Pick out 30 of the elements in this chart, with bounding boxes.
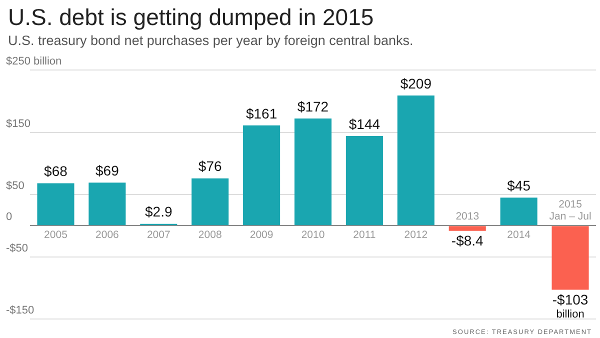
data-label: $161 bbox=[246, 105, 278, 122]
x-tick-label: 2013 bbox=[456, 210, 480, 222]
y-tick-label: 0 bbox=[6, 211, 12, 224]
y-tick-label: $150 bbox=[6, 118, 30, 130]
y-tick-label: $50 bbox=[6, 180, 24, 192]
data-label: $68 bbox=[44, 163, 68, 180]
data-label: $2.9 bbox=[145, 204, 172, 220]
x-tick-label: 2012 bbox=[404, 228, 428, 241]
x-tick-label: 2010 bbox=[301, 228, 325, 241]
data-label: -$8.4 bbox=[451, 232, 484, 249]
data-label: $69 bbox=[96, 162, 120, 179]
x-tick-label: 2011 bbox=[353, 228, 376, 241]
x-tick-label: 2007 bbox=[146, 228, 170, 241]
data-label: $209 bbox=[400, 75, 432, 92]
data-label: $144 bbox=[348, 116, 380, 132]
data-label: $45 bbox=[507, 177, 531, 194]
y-tick-label: $250 billion bbox=[6, 56, 62, 68]
x-tick-label: 2006 bbox=[96, 228, 120, 241]
y-tick-label: -$150 bbox=[6, 304, 34, 317]
chart-subtitle: U.S. treasury bond net purchases per year by foreign central banks. bbox=[8, 33, 414, 48]
y-tick-label: -$50 bbox=[6, 242, 28, 254]
x-tick-label: 2015 Jan – Jul bbox=[549, 198, 592, 222]
data-label: -$103 billion bbox=[552, 292, 588, 320]
data-label: $172 bbox=[297, 98, 329, 114]
x-tick-label: 2005 bbox=[44, 228, 68, 241]
chart-title: U.S. debt is getting dumped in 2015 bbox=[8, 4, 374, 31]
x-tick-label: 2014 bbox=[507, 228, 531, 241]
x-tick-label: 2009 bbox=[250, 228, 274, 241]
data-label: $76 bbox=[198, 158, 222, 174]
x-tick-label: 2008 bbox=[198, 228, 222, 241]
